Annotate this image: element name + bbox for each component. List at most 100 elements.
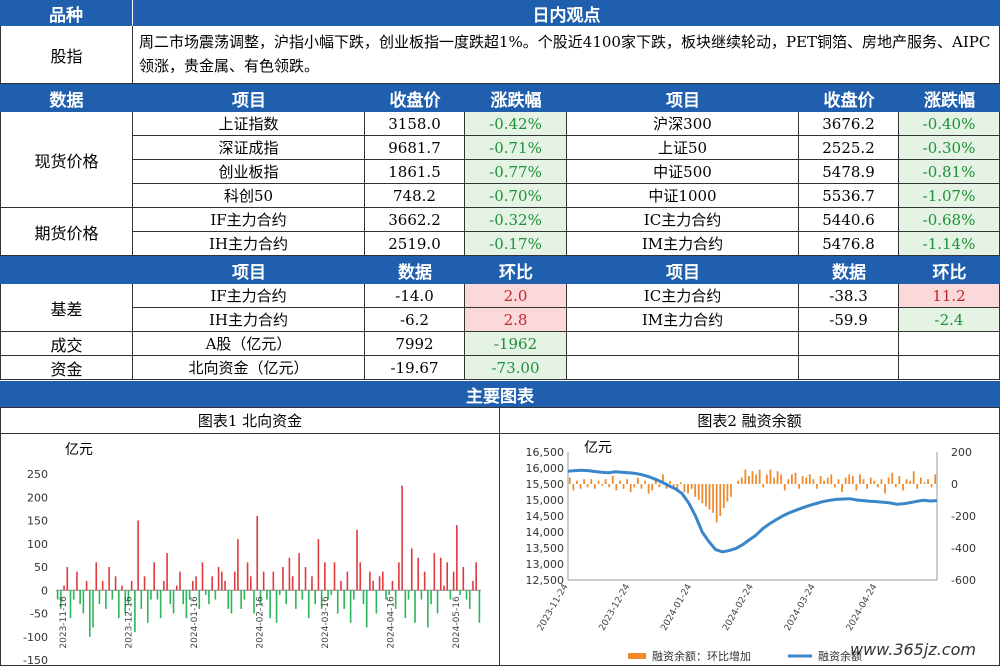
capital-row: 资金 北向资金（亿元） -19.67 -73.00 — [0, 356, 1000, 380]
futures-price-2: 5476.8 — [799, 232, 899, 256]
chart1-bar — [249, 576, 252, 591]
chart1-bar — [381, 571, 384, 591]
chart2-bar — [662, 474, 664, 484]
chart1-panel: 图表1 北向资金 亿元 250 200 150 100 50 0 -50 -100 -150 20… — [0, 407, 500, 666]
chart1-title: 图表1 北向资金 — [1, 408, 499, 434]
chart2-xtick-label: 2024-03-24 — [783, 582, 818, 633]
spot-change-2: -0.40% — [899, 112, 1000, 136]
capital-name: 北向资金（亿元） — [133, 356, 365, 380]
spot-name-1: 科创50 — [133, 184, 365, 208]
chart2-bar — [866, 484, 869, 489]
chart2-bar — [819, 476, 822, 484]
chart1-bar — [475, 562, 477, 591]
basis-change-1: 2.0 — [465, 284, 567, 308]
chart2-bar — [841, 484, 843, 492]
chart2-bar — [701, 484, 704, 504]
charts-header: 主要图表 — [0, 381, 1000, 407]
stock-index-label: 股指 — [0, 26, 133, 84]
chart2-bar — [765, 474, 768, 484]
chart2-right-ytick-label: 200 — [951, 446, 972, 459]
chart2-right-ytick-label: -400 — [951, 542, 976, 555]
chart2-left-ytick-label: 12,500 — [526, 574, 565, 587]
chart2-bar — [826, 477, 829, 484]
chart2-bar — [669, 480, 671, 484]
chart1-bar — [359, 562, 362, 591]
chart1-bar — [188, 590, 191, 600]
chart1-xtick-label: 2024-05-16 — [452, 596, 462, 649]
chart1-bar — [201, 562, 204, 591]
chart2-bar — [808, 474, 811, 484]
spot-row: 科创50 748.2 -0.70% 中证1000 5536.7 -1.07% — [133, 184, 1000, 208]
chart1-bar — [98, 590, 101, 605]
chart1-bar — [336, 590, 339, 614]
chart1-bar — [253, 590, 255, 614]
futures-name-2: IC主力合约 — [567, 208, 799, 232]
chart1-bar — [472, 580, 474, 591]
chart2-bar — [636, 477, 639, 484]
spot-name-1: 创业板指 — [133, 160, 365, 184]
spot-name-2: 中证500 — [567, 160, 799, 184]
futures-change-2: -1.14% — [899, 232, 1000, 256]
futures-change-1: -0.17% — [465, 232, 567, 256]
chart1-bar — [262, 571, 265, 591]
chart2-bar — [715, 484, 718, 523]
chart2-legend-line-label: 融资余额 — [818, 649, 862, 663]
chart2-bar — [805, 477, 808, 484]
chart1-bar — [317, 539, 320, 591]
chart1-ytick-label: 250 — [27, 468, 48, 481]
chart1-bar — [346, 571, 349, 591]
chart2-bar — [755, 474, 757, 484]
data-header-col2: 收盘价 — [365, 84, 465, 112]
chart2-bar — [902, 484, 904, 491]
volume-value: 7992 — [365, 332, 465, 356]
chart2-bar — [708, 484, 711, 510]
chart2-bar — [880, 479, 883, 484]
basis-row: IF主力合约 -14.0 2.0 IC主力合约 -38.3 11.2 — [133, 284, 1000, 308]
chart1-bar — [311, 576, 313, 591]
spot-name-1: 深证成指 — [133, 136, 365, 160]
chart1-bar — [204, 590, 207, 595]
chart1-bar — [117, 590, 120, 619]
chart1-bar — [372, 580, 374, 591]
chart1-bar — [211, 576, 213, 591]
header-right: 日内观点 — [133, 0, 1000, 26]
basis-value-2: -38.3 — [799, 284, 899, 308]
chart1-bar — [82, 590, 85, 614]
chart2-bar — [719, 484, 722, 516]
chart2-bar — [912, 471, 915, 484]
chart2-bar — [816, 484, 818, 489]
spot-change-1: -0.71% — [465, 136, 567, 160]
chart2-bar — [672, 484, 675, 488]
capital-change: -73.00 — [465, 356, 567, 380]
chart2-bar — [783, 484, 786, 491]
futures-price-1: 2519.0 — [365, 232, 465, 256]
chart1-ytick-label: 50 — [34, 561, 48, 574]
spot-table: 上证指数 3158.0 -0.42% 沪深300 3676.2 -0.40% 深… — [133, 112, 1000, 208]
chart2-bar — [615, 484, 618, 491]
futures-change-2: -0.68% — [899, 208, 1000, 232]
spot-name-2: 上证50 — [567, 136, 799, 160]
chart2-bar — [593, 484, 596, 489]
chart1-bar — [69, 590, 72, 619]
chart1-bar — [243, 590, 246, 600]
chart2-bar — [697, 484, 700, 500]
chart2-bar — [848, 474, 851, 484]
chart1-bar — [391, 580, 394, 591]
chart1-bar — [163, 580, 165, 591]
chart2-right-ytick-label: -200 — [951, 510, 976, 523]
chart2-bar — [604, 479, 607, 484]
chart2-bar — [791, 474, 793, 484]
chart2-bar — [891, 472, 894, 484]
chart2-bar — [576, 480, 578, 484]
data-header-col4: 项目 — [567, 84, 799, 112]
chart1-svg: 亿元 250 200 150 100 50 0 -50 -100 -150 2023-11-16 2… — [23, 442, 481, 666]
chart1-bar — [282, 567, 284, 591]
chart2-left-ytick-label: 13,500 — [526, 542, 565, 555]
chart1-bar — [272, 571, 275, 591]
chart2-bar — [690, 484, 693, 489]
chart2-bar — [927, 479, 929, 484]
data-header-row: 数据 项目 收盘价 涨跌幅 项目 收盘价 涨跌幅 — [0, 84, 1000, 112]
chart2-bar — [601, 484, 603, 486]
chart1-bar — [230, 590, 233, 614]
chart2-bar — [869, 477, 872, 484]
